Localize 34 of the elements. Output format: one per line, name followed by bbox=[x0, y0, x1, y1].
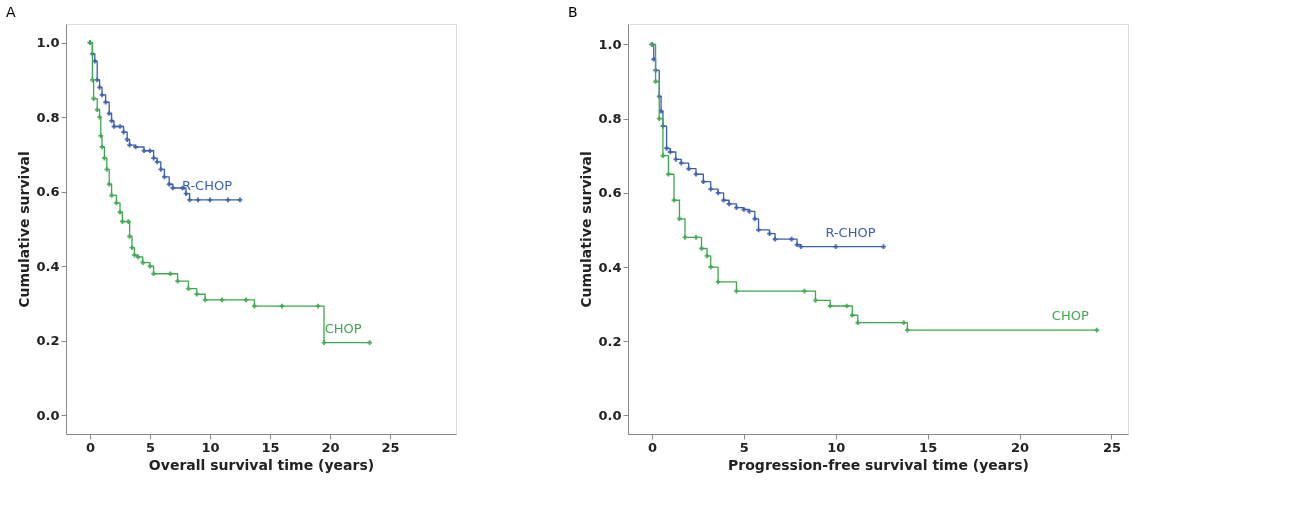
series-label: R-CHOP bbox=[181, 177, 233, 193]
y-tick-label: 0.6 bbox=[598, 185, 622, 201]
y-tick-label: 0.8 bbox=[36, 109, 60, 125]
x-axis-title: Progression-free survival time (years) bbox=[728, 456, 1029, 473]
y-tick-label: 0.4 bbox=[36, 258, 60, 274]
x-tick-label: 20 bbox=[321, 439, 340, 455]
x-tick-label: 0 bbox=[647, 439, 657, 455]
series-label: CHOP bbox=[324, 320, 362, 336]
x-tick-label: 0 bbox=[85, 439, 96, 455]
x-tick-label: 20 bbox=[1011, 439, 1030, 455]
x-axis-title: Overall survival time (years) bbox=[148, 456, 375, 473]
y-tick-label: 0.2 bbox=[36, 333, 60, 349]
x-tick-label: 15 bbox=[261, 439, 280, 455]
y-tick-label: 1.0 bbox=[598, 36, 622, 52]
x-tick-label: 10 bbox=[201, 439, 220, 455]
series-label: CHOP bbox=[1051, 308, 1089, 324]
y-tick-label: 0.2 bbox=[598, 333, 622, 349]
x-tick-label: 5 bbox=[145, 439, 156, 455]
y-tick-label: 1.0 bbox=[36, 35, 60, 51]
x-tick-label: 5 bbox=[739, 439, 749, 455]
y-tick-label: 0.0 bbox=[598, 407, 622, 423]
chart-title: B bbox=[568, 4, 578, 20]
y-tick-label: 0.4 bbox=[598, 259, 622, 275]
series-label: R-CHOP bbox=[825, 224, 876, 240]
y-tick-label: 0.6 bbox=[36, 184, 60, 200]
y-axis-title: Cumulative survival bbox=[16, 151, 33, 308]
x-tick-label: 10 bbox=[827, 439, 846, 455]
chart-title: A bbox=[6, 4, 16, 20]
y-tick-label: 0.0 bbox=[36, 407, 60, 423]
x-tick-label: 15 bbox=[919, 439, 938, 455]
x-tick-label: 25 bbox=[381, 439, 400, 455]
y-axis-title: Cumulative survival bbox=[578, 151, 595, 308]
y-tick-label: 0.8 bbox=[598, 111, 622, 127]
x-tick-label: 25 bbox=[1102, 439, 1121, 455]
